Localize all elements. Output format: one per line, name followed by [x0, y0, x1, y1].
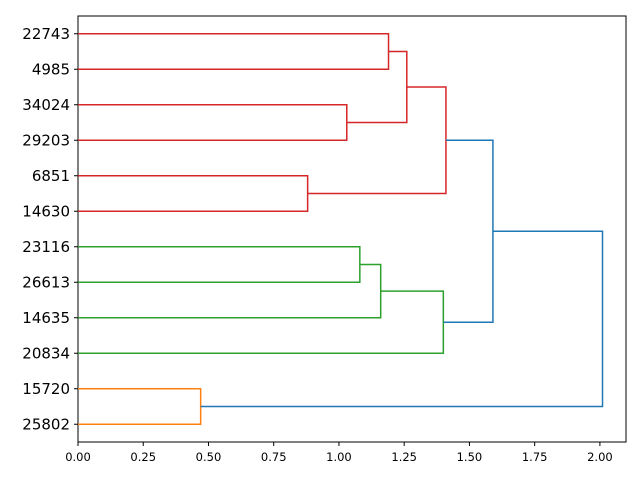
- dendrogram-links: [78, 33, 604, 425]
- y-tick-label: 22743: [22, 25, 70, 43]
- dendrogram-link: [78, 388, 202, 425]
- dendrogram-link: [78, 246, 361, 283]
- dendrogram-link: [78, 175, 309, 212]
- y-axis-ticks: 22743 4985 34024 29203 6851 14630 23116 26613 14…: [22, 25, 78, 433]
- y-tick-label: 26613: [22, 273, 70, 291]
- y-tick-label: 4985: [32, 60, 70, 78]
- y-tick-label: 34024: [22, 96, 70, 114]
- dendrogram-link: [78, 33, 390, 70]
- x-tick-label: 0.00: [65, 450, 91, 464]
- x-tick-label: 0.25: [130, 450, 156, 464]
- y-tick-label: 20834: [22, 344, 70, 362]
- dendrogram-link: [78, 290, 445, 354]
- y-tick-label: 6851: [32, 167, 70, 185]
- x-axis-ticks: 0.00 0.25 0.50 0.75 1.00 1.25 1.50 1.75 2.00: [65, 442, 613, 464]
- x-tick-label: 1.75: [522, 450, 548, 464]
- x-tick-label: 0.75: [261, 450, 287, 464]
- y-tick-label: 29203: [22, 131, 70, 149]
- dendrogram-link: [443, 139, 494, 323]
- dendrogram-link: [78, 104, 348, 141]
- y-tick-label: 14630: [22, 202, 70, 220]
- x-tick-label: 1.50: [457, 450, 483, 464]
- x-tick-label: 2.00: [587, 450, 613, 464]
- dendrogram-link: [78, 263, 382, 319]
- x-tick-label: 1.00: [326, 450, 352, 464]
- dendrogram-link: [346, 50, 408, 124]
- y-tick-label: 25802: [22, 415, 70, 433]
- x-tick-label: 1.25: [391, 450, 417, 464]
- y-tick-label: 23116: [22, 238, 70, 256]
- x-tick-label: 0.50: [196, 450, 222, 464]
- plot-area: [77, 15, 627, 443]
- dendrogram-link: [200, 230, 604, 408]
- y-tick-label: 14635: [22, 309, 70, 327]
- y-tick-label: 15720: [22, 380, 70, 398]
